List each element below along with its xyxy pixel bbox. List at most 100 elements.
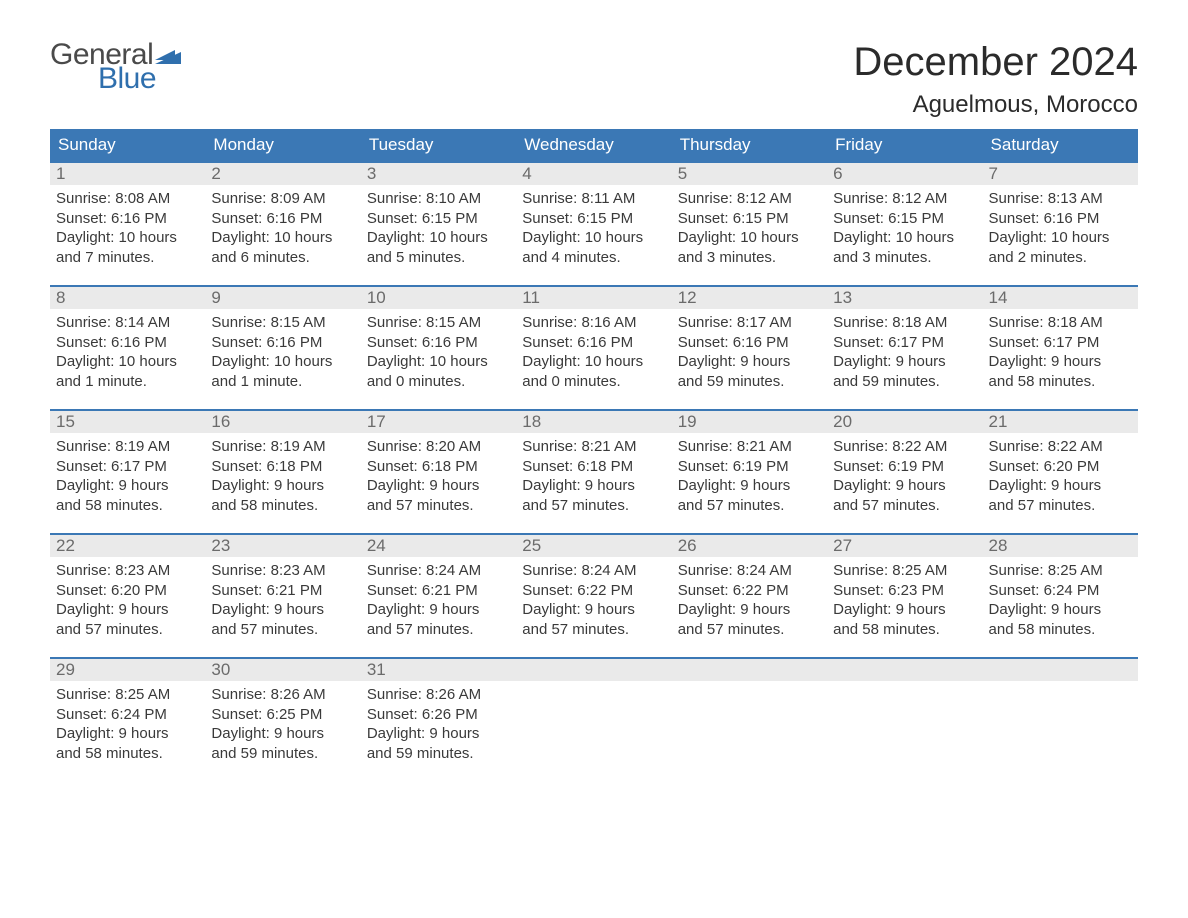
content-bar: Sunrise: 8:25 AMSunset: 6:24 PMDaylight:… — [50, 681, 1138, 781]
day-number: 7 — [983, 163, 1138, 185]
daylight-line1: Daylight: 10 hours — [367, 352, 510, 372]
sunset-text: Sunset: 6:20 PM — [56, 581, 199, 601]
day-cell: Sunrise: 8:15 AMSunset: 6:16 PMDaylight:… — [205, 309, 360, 409]
content-bar: Sunrise: 8:23 AMSunset: 6:20 PMDaylight:… — [50, 557, 1138, 657]
calendar: Sunday Monday Tuesday Wednesday Thursday… — [50, 129, 1138, 781]
title-block: December 2024 Aguelmous, Morocco — [853, 40, 1138, 119]
week-row: 22232425262728Sunrise: 8:23 AMSunset: 6:… — [50, 533, 1138, 657]
daynum-bar: 293031 — [50, 659, 1138, 681]
daylight-line2: and 57 minutes. — [56, 620, 199, 640]
day-number: 1 — [50, 163, 205, 185]
daylight-line2: and 1 minute. — [56, 372, 199, 392]
daylight-line1: Daylight: 10 hours — [833, 228, 976, 248]
daylight-line2: and 59 minutes. — [833, 372, 976, 392]
day-number: 9 — [205, 287, 360, 309]
day-cell: Sunrise: 8:18 AMSunset: 6:17 PMDaylight:… — [827, 309, 982, 409]
daylight-line2: and 2 minutes. — [989, 248, 1132, 268]
sunset-text: Sunset: 6:15 PM — [367, 209, 510, 229]
day-cell: Sunrise: 8:15 AMSunset: 6:16 PMDaylight:… — [361, 309, 516, 409]
day-number: 26 — [672, 535, 827, 557]
sunset-text: Sunset: 6:18 PM — [211, 457, 354, 477]
sunset-text: Sunset: 6:21 PM — [211, 581, 354, 601]
sunset-text: Sunset: 6:19 PM — [833, 457, 976, 477]
daylight-line2: and 3 minutes. — [678, 248, 821, 268]
sunset-text: Sunset: 6:25 PM — [211, 705, 354, 725]
day-cell: Sunrise: 8:24 AMSunset: 6:21 PMDaylight:… — [361, 557, 516, 657]
daylight-line2: and 1 minute. — [211, 372, 354, 392]
sunset-text: Sunset: 6:17 PM — [989, 333, 1132, 353]
daylight-line2: and 59 minutes. — [678, 372, 821, 392]
daylight-line2: and 57 minutes. — [678, 496, 821, 516]
day-cell: Sunrise: 8:08 AMSunset: 6:16 PMDaylight:… — [50, 185, 205, 285]
day-cell: Sunrise: 8:12 AMSunset: 6:15 PMDaylight:… — [672, 185, 827, 285]
daylight-line1: Daylight: 9 hours — [56, 600, 199, 620]
daylight-line2: and 57 minutes. — [989, 496, 1132, 516]
sunset-text: Sunset: 6:17 PM — [833, 333, 976, 353]
sunrise-text: Sunrise: 8:12 AM — [678, 189, 821, 209]
sunrise-text: Sunrise: 8:10 AM — [367, 189, 510, 209]
day-cell — [672, 681, 827, 781]
day-number: 16 — [205, 411, 360, 433]
daylight-line1: Daylight: 9 hours — [56, 724, 199, 744]
daylight-line2: and 58 minutes. — [989, 620, 1132, 640]
sunset-text: Sunset: 6:18 PM — [522, 457, 665, 477]
sunset-text: Sunset: 6:21 PM — [367, 581, 510, 601]
sunset-text: Sunset: 6:26 PM — [367, 705, 510, 725]
logo: General Blue — [50, 40, 181, 94]
daylight-line1: Daylight: 9 hours — [211, 724, 354, 744]
sunrise-text: Sunrise: 8:24 AM — [367, 561, 510, 581]
daylight-line1: Daylight: 10 hours — [56, 228, 199, 248]
day-cell: Sunrise: 8:12 AMSunset: 6:15 PMDaylight:… — [827, 185, 982, 285]
day-number: 21 — [983, 411, 1138, 433]
sunrise-text: Sunrise: 8:26 AM — [367, 685, 510, 705]
daylight-line2: and 57 minutes. — [367, 496, 510, 516]
sunrise-text: Sunrise: 8:19 AM — [56, 437, 199, 457]
week-row: 891011121314Sunrise: 8:14 AMSunset: 6:16… — [50, 285, 1138, 409]
sunrise-text: Sunrise: 8:25 AM — [989, 561, 1132, 581]
daylight-line2: and 59 minutes. — [367, 744, 510, 764]
sunrise-text: Sunrise: 8:13 AM — [989, 189, 1132, 209]
day-number: 22 — [50, 535, 205, 557]
sunset-text: Sunset: 6:16 PM — [56, 333, 199, 353]
day-cell — [827, 681, 982, 781]
daylight-line2: and 57 minutes. — [833, 496, 976, 516]
day-cell: Sunrise: 8:23 AMSunset: 6:21 PMDaylight:… — [205, 557, 360, 657]
day-number: 19 — [672, 411, 827, 433]
content-bar: Sunrise: 8:14 AMSunset: 6:16 PMDaylight:… — [50, 309, 1138, 409]
sunset-text: Sunset: 6:15 PM — [522, 209, 665, 229]
daylight-line2: and 57 minutes. — [367, 620, 510, 640]
daylight-line1: Daylight: 9 hours — [989, 600, 1132, 620]
sunset-text: Sunset: 6:22 PM — [678, 581, 821, 601]
daylight-line1: Daylight: 9 hours — [56, 476, 199, 496]
day-cell: Sunrise: 8:22 AMSunset: 6:19 PMDaylight:… — [827, 433, 982, 533]
day-number: 15 — [50, 411, 205, 433]
daylight-line1: Daylight: 9 hours — [522, 600, 665, 620]
day-cell: Sunrise: 8:18 AMSunset: 6:17 PMDaylight:… — [983, 309, 1138, 409]
day-cell: Sunrise: 8:26 AMSunset: 6:25 PMDaylight:… — [205, 681, 360, 781]
day-number: 18 — [516, 411, 671, 433]
day-cell: Sunrise: 8:23 AMSunset: 6:20 PMDaylight:… — [50, 557, 205, 657]
sunset-text: Sunset: 6:15 PM — [833, 209, 976, 229]
daylight-line2: and 57 minutes. — [678, 620, 821, 640]
sunrise-text: Sunrise: 8:23 AM — [211, 561, 354, 581]
daylight-line1: Daylight: 9 hours — [833, 600, 976, 620]
day-cell: Sunrise: 8:14 AMSunset: 6:16 PMDaylight:… — [50, 309, 205, 409]
day-number: 27 — [827, 535, 982, 557]
daylight-line1: Daylight: 9 hours — [211, 600, 354, 620]
sunrise-text: Sunrise: 8:22 AM — [833, 437, 976, 457]
daylight-line1: Daylight: 9 hours — [678, 600, 821, 620]
sunset-text: Sunset: 6:16 PM — [56, 209, 199, 229]
daylight-line2: and 58 minutes. — [211, 496, 354, 516]
sunrise-text: Sunrise: 8:21 AM — [522, 437, 665, 457]
sunset-text: Sunset: 6:24 PM — [56, 705, 199, 725]
day-cell: Sunrise: 8:21 AMSunset: 6:19 PMDaylight:… — [672, 433, 827, 533]
daylight-line1: Daylight: 9 hours — [833, 476, 976, 496]
daynum-bar: 1234567 — [50, 163, 1138, 185]
logo-word-blue: Blue — [98, 64, 181, 94]
day-cell: Sunrise: 8:13 AMSunset: 6:16 PMDaylight:… — [983, 185, 1138, 285]
header-row: General Blue December 2024 Aguelmous, Mo… — [50, 40, 1138, 119]
day-cell — [516, 681, 671, 781]
daylight-line1: Daylight: 10 hours — [56, 352, 199, 372]
day-number: 3 — [361, 163, 516, 185]
sunset-text: Sunset: 6:19 PM — [678, 457, 821, 477]
